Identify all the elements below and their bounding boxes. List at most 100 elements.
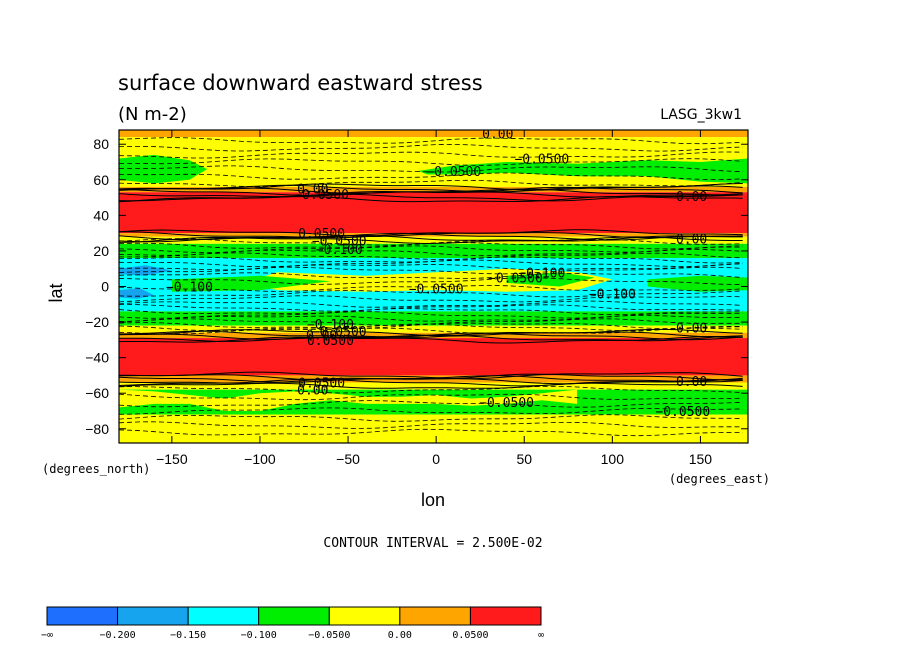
contour-line-58 (119, 421, 743, 429)
colorbar-label-2: −0.150 (170, 630, 206, 641)
contour-label-11: −0.0500 (488, 272, 543, 287)
colorbar-label-4: −0.0500 (308, 630, 350, 641)
colorbar-swatch-6 (469, 606, 542, 626)
x-tick-label-5: 100 (601, 451, 625, 467)
contour-line-27 (119, 266, 743, 275)
contour-label-5: 0.00 (676, 190, 707, 205)
contour-line-25 (119, 259, 743, 268)
contour-label-22: 0.00 (676, 375, 707, 390)
contour-line-28 (119, 272, 743, 279)
colorbar-label-6: 0.0500 (452, 630, 488, 641)
contour-label-16: −0.0500 (312, 325, 367, 340)
contour-line-53 (119, 385, 743, 394)
y-tick-label-6: −40 (85, 350, 109, 366)
y-tick-label-8: −80 (85, 421, 109, 437)
colorbar-swatch-3 (258, 606, 330, 626)
contour-label-17: 0.00 (306, 329, 337, 344)
y-tick-label-4: 0 (101, 279, 109, 295)
contour-line-55 (119, 400, 743, 408)
color-patch-4 (506, 272, 595, 287)
x-tick-label-1: −100 (244, 451, 276, 467)
color-patch-6 (119, 265, 172, 276)
contour-label-7: −0.0500 (312, 234, 367, 249)
contour-line-57 (119, 414, 743, 422)
y-axis-label: lat (46, 283, 66, 302)
x-tick-label-6: 150 (689, 451, 713, 467)
chart-title: surface downward eastward stress (118, 71, 483, 95)
contour-line-31 (119, 290, 743, 298)
y-tick-label-2: 40 (93, 207, 109, 223)
colorbar-swatch-2 (187, 606, 260, 626)
contour-line-51 (119, 378, 743, 387)
color-band-3 (119, 192, 748, 195)
color-patch-5 (647, 275, 748, 292)
contour-lines (119, 137, 743, 437)
contour-line-43 (119, 330, 743, 338)
contour-line-11 (119, 190, 743, 198)
contour-label-4: −0.0500 (294, 188, 349, 203)
y-units-label: (degrees_north) (42, 462, 150, 476)
colorbar-label-0: −∞ (41, 630, 53, 641)
colorbar-label-3: −0.100 (241, 630, 277, 641)
contour-line-37 (119, 315, 743, 322)
contour-line-26 (119, 263, 743, 271)
contour-line-33 (119, 300, 743, 308)
colorbar-swatch-4 (328, 606, 401, 626)
contour-label-12: −0.100 (166, 281, 213, 296)
y-tick-label-5: −20 (85, 314, 109, 330)
contour-label-6: 0.0500 (298, 227, 345, 242)
color-band-16 (119, 414, 748, 443)
contour-label-8: −0.100 (316, 243, 363, 258)
contour-line-46 (119, 336, 743, 344)
colorbar-label-5: 0.00 (388, 630, 412, 641)
contour-label-14: −0.100 (589, 288, 636, 303)
y-axis: 80 60 40 20 0 −20 −40 −60 −80 (85, 136, 748, 437)
colorbar: −∞ −0.200 −0.150 −0.100 −0.0500 0.00 0.0500 ∞ (41, 606, 544, 641)
contour-label-23: −0.0500 (479, 396, 534, 411)
contour-line-35 (119, 308, 743, 316)
chart-subtitle: (N m-2) (118, 104, 187, 125)
y-tick-label-3: 20 (93, 243, 109, 259)
contour-line-56 (119, 407, 743, 415)
contour-line-54 (119, 393, 743, 401)
y-tick-label-0: 80 (93, 136, 109, 152)
color-band-14 (119, 382, 748, 390)
contour-line-16 (119, 232, 743, 241)
contour-line-59 (119, 428, 743, 437)
contour-line-4 (119, 165, 743, 173)
color-band-7 (119, 243, 748, 259)
model-label: LASG_3kw1 (660, 107, 742, 123)
contour-label-19: 0.00 (676, 321, 707, 336)
colorbar-swatch-1 (117, 606, 189, 626)
colorbar-swatch-0 (46, 606, 119, 626)
color-band-6 (119, 236, 748, 244)
color-band-0 (119, 130, 748, 138)
color-band-12 (119, 338, 748, 376)
contour-label-2: −0.0500 (426, 165, 481, 180)
x-units-label: (degrees_east) (669, 472, 770, 486)
contour-line-22 (119, 248, 743, 257)
contour-line-32 (119, 295, 743, 303)
color-band-9 (119, 311, 748, 326)
color-patch-0 (119, 154, 208, 184)
contour-label-15: −0.100 (307, 318, 354, 333)
contour-label-0: 0.00 (482, 128, 513, 143)
contour-interval: CONTOUR INTERVAL = 2.500E-02 (323, 536, 542, 551)
contour-label-24: −0.0500 (655, 405, 710, 420)
colorbar-label-7: ∞ (538, 630, 544, 641)
contour-label-21: 0.00 (297, 384, 328, 399)
contour-label-3: 0.00 (297, 183, 328, 198)
contour-line-47 (119, 371, 743, 380)
color-band-4 (119, 194, 748, 234)
contour-line-23 (119, 252, 743, 261)
contour-line-1 (119, 143, 743, 152)
contour-line-30 (119, 285, 743, 292)
contour-line-20 (119, 242, 743, 250)
contour-label-10: −0.100 (518, 266, 565, 281)
contour-line-29 (119, 277, 743, 285)
contour-line-52 (119, 382, 743, 389)
contour-line-34 (119, 304, 743, 312)
